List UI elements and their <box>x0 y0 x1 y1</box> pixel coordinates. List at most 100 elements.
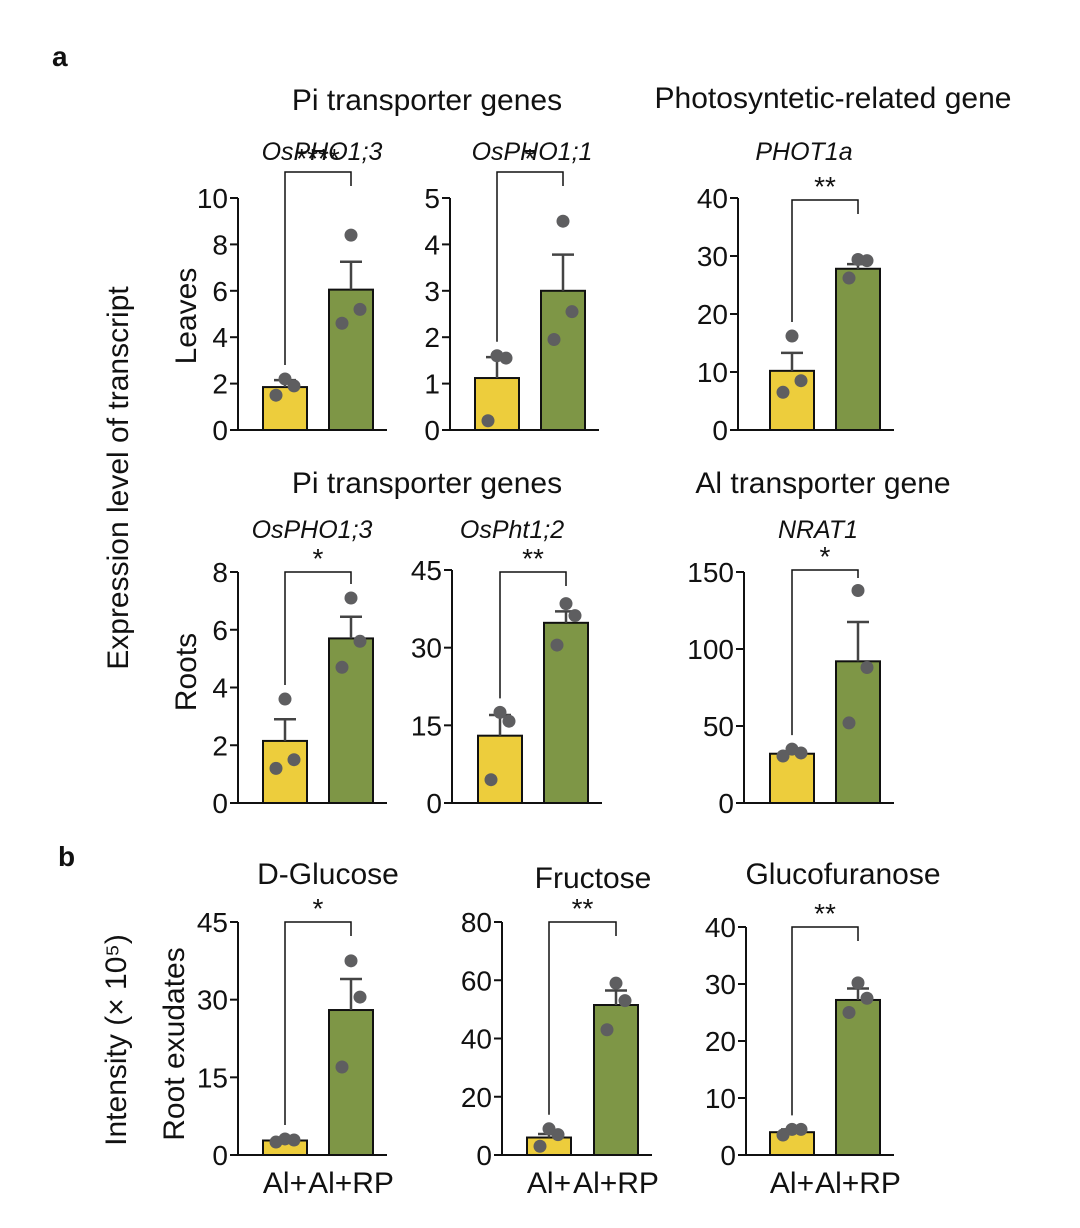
significance-bracket <box>548 921 617 1115</box>
y-tick-label: 40 <box>461 1024 492 1055</box>
group-title-pi-leaves: Pi transporter genes <box>292 84 562 117</box>
data-point <box>353 990 367 1004</box>
row-label-leaves: Leaves <box>170 268 203 365</box>
bar-al-rp <box>543 621 589 805</box>
bar-al <box>474 377 520 432</box>
bar-al <box>477 734 523 805</box>
chart-title: OsPHO1;3 <box>252 516 373 544</box>
y-tick-label: 4 <box>424 229 440 260</box>
y-tick-label: 20 <box>705 1026 736 1057</box>
y-tick-label: 0 <box>424 415 440 446</box>
data-point <box>481 414 495 428</box>
y-tick-label: 30 <box>411 633 442 664</box>
group-title-photosynthetic: Photosyntetic-related gene <box>655 82 1012 115</box>
chart-title: OsPHO1;1 <box>472 138 593 166</box>
data-point <box>547 333 561 347</box>
bar-al-rp <box>328 1009 374 1156</box>
chart-title: Glucofuranose <box>745 858 940 891</box>
significance-bracket <box>499 571 567 699</box>
data-point <box>353 302 367 316</box>
y-tick-label: 6 <box>212 615 228 646</box>
significance-label: ** <box>814 898 836 929</box>
data-point <box>353 634 367 648</box>
shared-ylabel-panel-b: Intensity (× 10⁵) <box>100 934 133 1146</box>
significance-label: * <box>525 143 536 174</box>
y-tick-label: 0 <box>718 788 734 819</box>
data-point <box>490 349 504 363</box>
chart-title: NRAT1 <box>778 516 858 544</box>
category-label: Al+ <box>770 1167 814 1200</box>
data-point <box>842 1006 856 1019</box>
y-tick-label: 20 <box>461 1082 492 1113</box>
y-tick-label: 15 <box>411 710 442 741</box>
data-point <box>287 379 301 393</box>
chart-title: D-Glucose <box>257 858 399 891</box>
data-point <box>618 994 632 1008</box>
y-tick-label: 60 <box>461 965 492 996</box>
chart-title: Fructose <box>535 862 652 895</box>
shared-ylabel-panel-a: Expression level of transcript <box>102 286 135 670</box>
y-tick-label: 80 <box>461 907 492 938</box>
data-point <box>568 609 582 623</box>
y-tick-label: 15 <box>197 1062 228 1093</box>
y-tick-label: 45 <box>411 555 442 586</box>
bar-al <box>769 752 815 804</box>
bar-al-rp <box>835 998 881 1157</box>
data-point <box>344 954 358 968</box>
chart-6: NRAT1 0 50 100 150 * <box>687 516 894 819</box>
significance-label: ** <box>572 893 594 924</box>
bar-al-rp <box>328 288 374 432</box>
y-tick-label: 30 <box>697 241 728 272</box>
group-title-al-transporter: Al transporter gene <box>695 467 950 500</box>
data-point <box>565 305 579 319</box>
data-point <box>269 761 283 775</box>
y-tick-label: 1 <box>424 369 440 400</box>
bar-al-rp <box>593 1004 639 1156</box>
y-tick-label: 2 <box>424 322 440 353</box>
chart-9: Glucofuranose 0 10 20 30 40 ** Al+ Al+RP <box>705 858 941 1200</box>
significance-bracket <box>284 171 352 365</box>
y-tick-label: 0 <box>212 1140 228 1171</box>
data-point <box>278 692 292 706</box>
data-point <box>794 374 808 388</box>
chart-1: OsPHO1;3 0 2 4 6 8 10 **** <box>197 138 387 446</box>
significance-bracket <box>496 171 564 342</box>
significance-bracket <box>791 926 859 1116</box>
data-point <box>851 976 865 990</box>
y-tick-label: 10 <box>697 357 728 388</box>
significance-bracket <box>284 571 352 686</box>
significance-label: * <box>313 543 324 574</box>
y-tick-label: 50 <box>703 711 734 742</box>
chart-7: D-Glucose 0 15 30 45 * Al+ Al+RP <box>197 858 399 1200</box>
chart-title: OsPHO1;3 <box>262 138 383 166</box>
category-label: Al+ <box>263 1167 307 1200</box>
data-point <box>842 716 856 730</box>
chart-5: OsPht1;2 0 15 30 45 ** <box>411 516 602 819</box>
significance-label: **** <box>296 143 340 174</box>
significance-bracket <box>284 921 352 1125</box>
y-tick-label: 30 <box>705 969 736 1000</box>
data-point <box>344 228 358 242</box>
bar-al-rp <box>835 267 881 432</box>
data-point <box>794 1122 808 1136</box>
y-tick-label: 4 <box>212 673 228 704</box>
significance-label: * <box>313 893 324 924</box>
data-point <box>550 638 564 652</box>
data-point <box>278 1132 292 1146</box>
y-tick-label: 0 <box>212 788 228 819</box>
category-label: Al+RP <box>815 1167 901 1200</box>
significance-label: ** <box>814 171 836 202</box>
significance-label: ** <box>522 543 544 574</box>
y-tick-label: 0 <box>426 788 442 819</box>
data-point <box>600 1023 614 1037</box>
panel-label-b: b <box>58 841 75 872</box>
bar-al-rp <box>835 660 881 804</box>
chart-2: OsPHO1;1 0 1 2 3 4 5 * <box>424 138 599 446</box>
bar-al-rp <box>328 637 374 804</box>
chart-8: Fructose 0 20 40 60 80 ** Al+ Al+RP <box>461 862 659 1200</box>
y-tick-label: 100 <box>687 634 734 665</box>
panel-label-a: a <box>52 41 68 72</box>
y-tick-label: 2 <box>212 369 228 400</box>
data-point <box>344 591 358 605</box>
y-tick-label: 3 <box>424 276 440 307</box>
